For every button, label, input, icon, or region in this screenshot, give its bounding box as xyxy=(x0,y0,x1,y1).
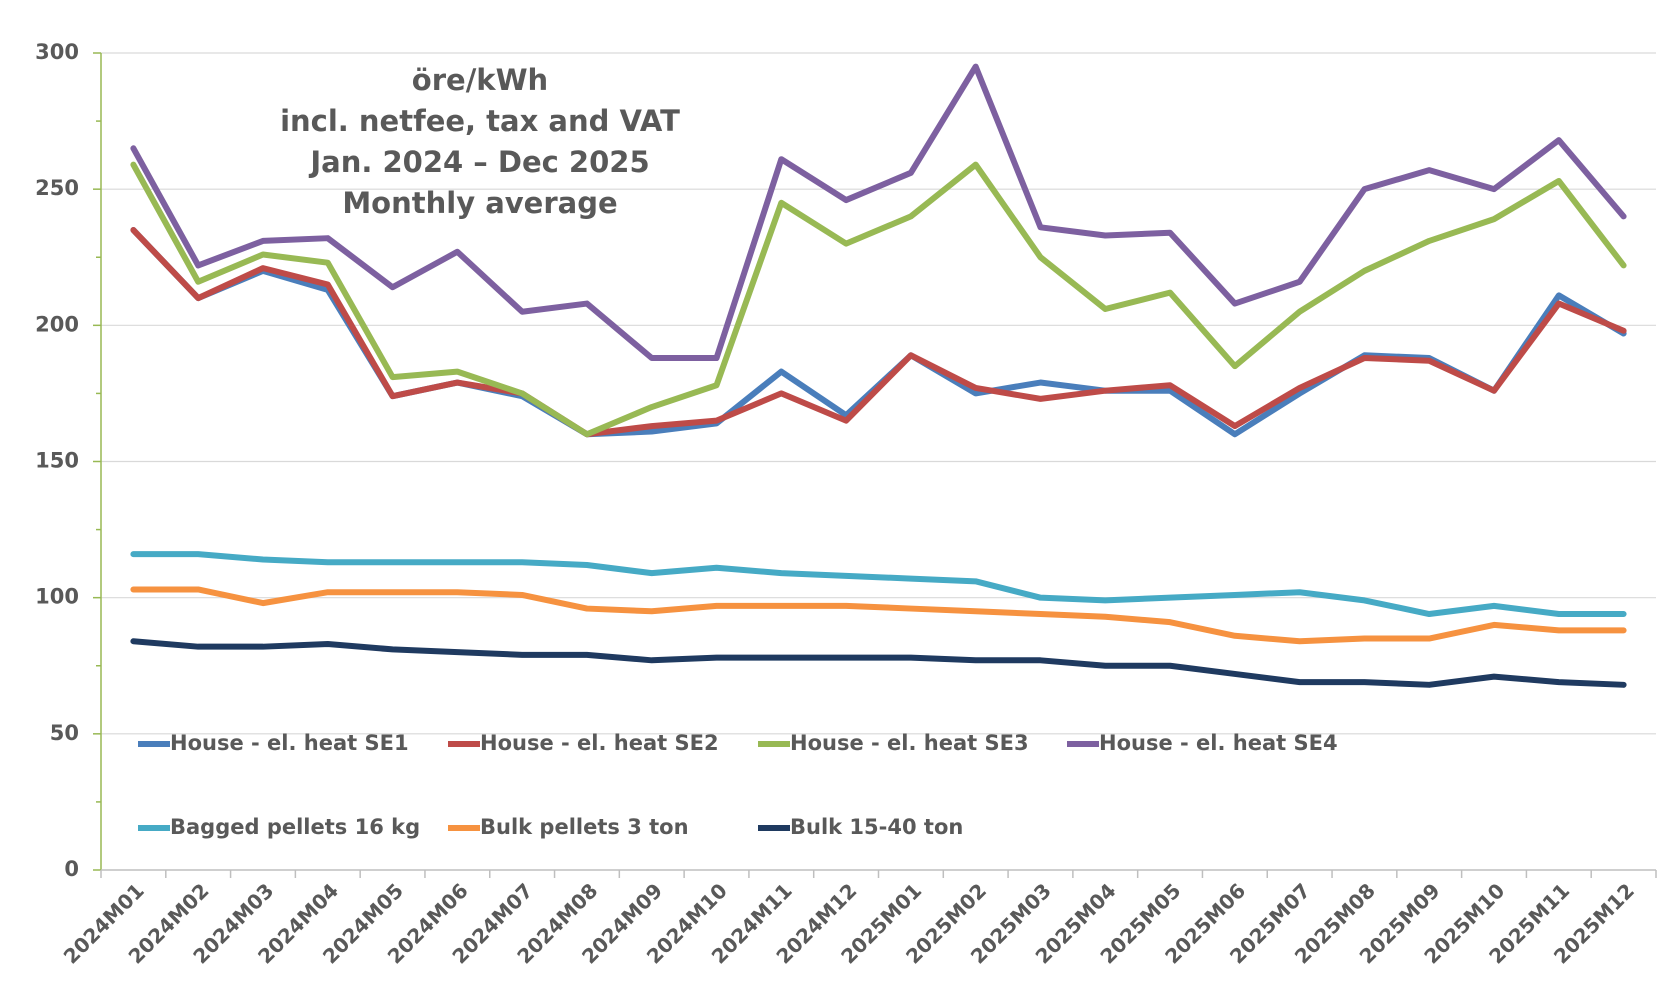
y-tick-label: 300 xyxy=(35,40,79,64)
y-tick-label: 250 xyxy=(35,176,79,200)
y-tick-label: 0 xyxy=(64,857,79,881)
y-tick-label: 200 xyxy=(35,312,79,336)
series-line xyxy=(130,227,1627,438)
series-line xyxy=(130,586,1627,645)
legend-label: Bagged pellets 16 kg xyxy=(170,815,420,839)
series-line xyxy=(130,161,1627,438)
series-line xyxy=(130,551,1627,618)
legend-label: Bulk pellets 3 ton xyxy=(480,815,689,839)
y-tick-label: 50 xyxy=(50,721,79,745)
series-line xyxy=(130,638,1627,688)
chart-title: Monthly average xyxy=(342,186,617,220)
series-line xyxy=(130,63,1627,362)
legend-label: House - el. heat SE4 xyxy=(1099,731,1338,755)
legend-label: Bulk 15-40 ton xyxy=(790,815,963,839)
chart-title: öre/kWh xyxy=(412,63,548,97)
y-tick-label: 100 xyxy=(35,585,79,609)
legend-label: House - el. heat SE1 xyxy=(170,731,409,755)
y-tick-label: 150 xyxy=(35,449,79,473)
chart-title: incl. netfee, tax and VAT xyxy=(280,104,680,138)
chart-title: Jan. 2024 – Dec 2025 xyxy=(308,145,649,179)
legend-label: House - el. heat SE2 xyxy=(480,731,719,755)
legend-label: House - el. heat SE3 xyxy=(790,731,1029,755)
